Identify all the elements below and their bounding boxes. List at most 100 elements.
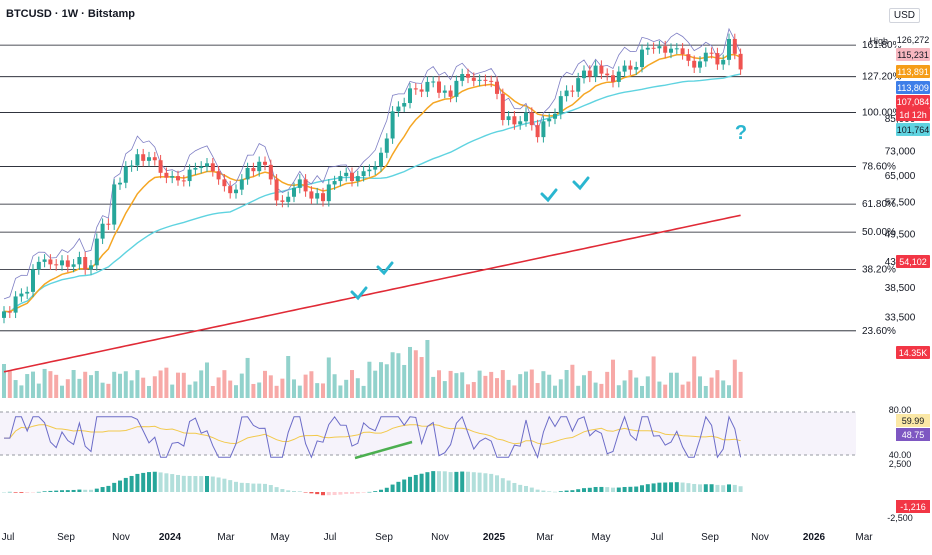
volume-bar [54, 374, 59, 398]
candle-body [437, 81, 441, 93]
candle-body [477, 79, 482, 81]
macd-bar [605, 487, 610, 492]
macd-bar [19, 492, 24, 493]
volume-bar [495, 378, 499, 398]
candle-body [541, 121, 546, 138]
price-marker-value: 113,809 [897, 83, 929, 93]
candle-body [309, 191, 314, 199]
candle-body [553, 113, 557, 119]
price-marker-value: 107,084 [897, 97, 930, 107]
macd-bar [553, 491, 557, 493]
candle-body [738, 53, 743, 70]
volume-bar [199, 370, 204, 398]
candle-body [616, 71, 621, 82]
candle-body [257, 161, 262, 172]
macd-bar [7, 491, 12, 493]
candle-body [460, 74, 465, 81]
candle-body [466, 74, 470, 78]
support-check-icon [572, 176, 590, 191]
volume-bar [89, 375, 93, 398]
volume-bar [141, 377, 146, 398]
macd-bar [721, 485, 726, 492]
macd-bar [541, 490, 546, 492]
fib-label: 127.20% [862, 72, 902, 83]
volume-bar [147, 385, 151, 398]
candle-body [657, 46, 662, 49]
macd-bar [326, 492, 331, 496]
volume-bar [384, 364, 389, 398]
currency-button[interactable]: USD [888, 8, 920, 23]
macd-bar [651, 483, 656, 492]
price-marker-value: 101,764 [897, 125, 930, 135]
volume-bar [176, 372, 180, 398]
price-tick-label: 57,500 [885, 197, 916, 208]
macd-bar [512, 482, 517, 492]
volume-bar [611, 359, 615, 398]
volume-bar [703, 385, 708, 398]
candle-body [489, 80, 494, 82]
candle-body [13, 296, 18, 313]
candle-body [129, 165, 134, 167]
macd-bar [471, 472, 476, 492]
candle-body [315, 193, 320, 199]
macd-bar [454, 471, 459, 492]
volume-bar [251, 383, 256, 398]
volume-bar [210, 385, 215, 398]
macd-bar [593, 486, 598, 492]
candle-body [187, 169, 192, 182]
macd-bar [506, 480, 511, 492]
volume-bar [234, 385, 238, 398]
candle-body [181, 180, 186, 182]
candle-body [274, 179, 279, 201]
x-axis-label: 2026 [803, 532, 826, 543]
candle-body [698, 61, 702, 68]
macd-bar [83, 489, 88, 492]
macd-bar [669, 482, 673, 492]
volume-bar [297, 385, 302, 398]
volume-bar [100, 382, 105, 398]
volume-bar [669, 372, 673, 398]
macd-bar [239, 482, 244, 492]
candle-body [54, 264, 59, 266]
candle-body [524, 112, 528, 122]
candle-body [558, 96, 563, 114]
volume-bar [123, 371, 128, 398]
volume-bar [379, 362, 383, 398]
volume-bar [680, 384, 685, 398]
rsi-tick-label: 40.00 [889, 450, 912, 460]
candle-body [669, 48, 673, 53]
macd-bar [425, 472, 430, 492]
volume-bar [158, 370, 163, 398]
macd-bar [321, 492, 325, 496]
macd-marker-value: -1,216 [900, 502, 926, 512]
volume-bar [471, 382, 476, 398]
macd-bar [437, 471, 441, 492]
volume-bar [709, 377, 714, 398]
volume-bar [332, 374, 337, 398]
volume-bar [518, 374, 523, 398]
price-tick-label: 33,500 [885, 313, 916, 324]
macd-bar [187, 475, 192, 492]
macd-bar [680, 482, 685, 492]
candle-body [344, 172, 349, 177]
volume-bar [483, 375, 488, 398]
volume-bar [280, 378, 285, 398]
volume-bar [152, 376, 157, 398]
candle-body [141, 154, 146, 161]
volume-bar [83, 371, 88, 398]
candle-body [210, 163, 215, 172]
candle-body [321, 193, 325, 202]
macd-bar [384, 487, 389, 492]
volume-bar [94, 370, 99, 398]
macd-bar [599, 486, 604, 492]
volume-bar [512, 385, 517, 398]
macd-bar [292, 491, 296, 492]
macd-bar [60, 490, 64, 492]
candle-body [65, 260, 70, 267]
candle-body [634, 67, 639, 70]
rsi-marker-value: 48.75 [902, 430, 925, 440]
candle-body [419, 89, 424, 92]
candle-body [135, 154, 140, 166]
macd-bar [123, 477, 128, 492]
